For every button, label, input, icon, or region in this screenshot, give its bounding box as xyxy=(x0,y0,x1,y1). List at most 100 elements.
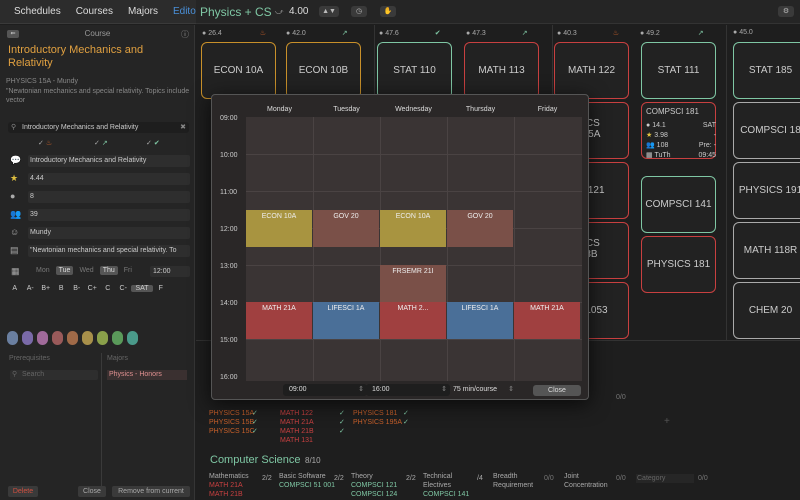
day-tue[interactable]: Tue xyxy=(55,266,74,275)
major-item[interactable]: Physics - Honors xyxy=(107,370,187,380)
grade-selector: A A- B+ B B- C+ C C- SAT F xyxy=(7,285,169,292)
prereq-search-input[interactable]: ⚲ Search xyxy=(10,370,98,380)
color-swatch[interactable] xyxy=(37,331,48,345)
schedule-event[interactable]: MATH 21A xyxy=(246,302,312,339)
course-card[interactable]: STAT 110 xyxy=(377,42,452,99)
color-swatch[interactable] xyxy=(112,331,123,345)
clock-button[interactable]: ◷ xyxy=(351,6,367,17)
grade-a-minus[interactable]: A- xyxy=(26,285,34,292)
category-new[interactable]: Category xyxy=(636,474,694,483)
time-field[interactable]: 12:00 xyxy=(150,266,190,277)
field-instructor[interactable]: ☺ Mundy xyxy=(8,227,190,239)
course-card[interactable]: STAT 111 xyxy=(641,42,716,99)
sort-button[interactable]: ▲▼ xyxy=(319,6,339,17)
field-description[interactable]: ▤ "Newtonian mechanics and special relati… xyxy=(8,245,190,257)
color-swatch[interactable] xyxy=(82,331,93,345)
divider xyxy=(101,353,102,493)
course-card[interactable]: STAT 185 xyxy=(733,42,800,99)
field-rating[interactable]: ★ 4.44 xyxy=(8,173,190,185)
schedule-event[interactable]: ECON 10A xyxy=(246,209,312,247)
schedule-event[interactable]: GOV 20 xyxy=(313,209,379,247)
category-count: 0/0 xyxy=(616,475,626,482)
semester-header-1: ● 26.4 ♨ xyxy=(202,30,267,37)
nav-editor[interactable]: Editor xyxy=(172,6,200,17)
grade-c-minus[interactable]: C- xyxy=(119,285,127,292)
grade-c-plus[interactable]: C+ xyxy=(87,285,97,292)
schedule-event[interactable]: LIFESCI 1A xyxy=(313,302,379,339)
schedule-event[interactable]: ECON 10A xyxy=(380,209,446,247)
gpa-value: 4.00 xyxy=(289,6,309,17)
schedule-event[interactable]: LIFESCI 1A xyxy=(447,302,513,339)
course-search-input[interactable]: ⚲ Introductory Mechanics and Relativity … xyxy=(8,122,189,133)
schedule-event[interactable]: GOV 20 xyxy=(447,209,513,247)
course-card[interactable]: MATH 122 xyxy=(554,42,629,99)
course-card[interactable]: COMPSCI 141 xyxy=(641,176,716,233)
end-time-field[interactable]: 16:00 ⇕ xyxy=(366,384,450,396)
course-detail-card[interactable]: COMPSCI 181 ● 14.1 SAT ★ 3.98 - 👥 108 Pr… xyxy=(641,102,716,159)
field-workload[interactable]: ● 8 xyxy=(8,191,190,203)
color-swatch[interactable] xyxy=(127,331,138,345)
grade-sat[interactable]: SAT xyxy=(131,285,153,292)
color-swatch[interactable] xyxy=(97,331,108,345)
back-button[interactable]: ⇐ xyxy=(7,30,19,38)
nav-majors[interactable]: Majors xyxy=(127,6,158,17)
clear-icon[interactable]: ✖ xyxy=(180,124,186,131)
category-joint: Joint Concentration xyxy=(564,473,608,489)
remove-from-current-button[interactable]: Remove from current xyxy=(112,486,190,497)
note-icon: ▤ xyxy=(10,245,19,255)
course-card[interactable]: ECON 10B xyxy=(286,42,361,99)
grid-line xyxy=(313,117,314,381)
modal-close-button[interactable]: Close xyxy=(533,385,581,396)
course-editor-sidebar: ⇐ Course ⓘ Introductory Mechanics and Re… xyxy=(0,25,195,500)
day-wed[interactable]: Wed xyxy=(79,267,94,274)
course-card[interactable]: ECON 10A xyxy=(201,42,276,99)
nav-schedules[interactable]: Schedules xyxy=(14,6,61,17)
grade-f[interactable]: F xyxy=(158,285,163,292)
course-card[interactable]: PHYSICS 181 xyxy=(641,236,716,293)
color-swatch[interactable] xyxy=(7,331,18,345)
grade-b[interactable]: B xyxy=(58,285,64,292)
color-swatch[interactable] xyxy=(67,331,78,345)
filter-check-3[interactable]: ✓ ✔ xyxy=(146,140,160,147)
field-enrollment[interactable]: 👥 39 xyxy=(8,209,190,221)
day-thu[interactable]: Thu xyxy=(99,266,118,275)
grid-line xyxy=(246,339,582,340)
day-mon[interactable]: Mon xyxy=(36,267,50,274)
search-value: Introductory Mechanics and Relativity xyxy=(22,124,139,131)
course-card[interactable]: PHYSICS 191 xyxy=(733,162,800,219)
grade-c[interactable]: C xyxy=(105,285,111,292)
star-icon: ★ xyxy=(10,173,19,183)
schedule-event[interactable]: MATH 21A xyxy=(514,302,580,339)
day-fri[interactable]: Fri xyxy=(123,267,132,274)
course-card[interactable]: CHEM 20 xyxy=(733,282,800,339)
hand-button[interactable]: ✋ xyxy=(380,6,396,17)
schedule-event[interactable]: MATH 2... xyxy=(380,302,446,339)
start-time-field[interactable]: 09:00 ⇕ xyxy=(283,384,367,396)
course-card[interactable]: MATH 118R xyxy=(733,222,800,279)
grade-b-plus[interactable]: B+ xyxy=(41,285,51,292)
filter-check-1[interactable]: ✓ ♨ xyxy=(38,140,53,147)
color-swatch[interactable] xyxy=(52,331,63,345)
hour-label: 09:00 xyxy=(220,115,238,122)
sidebar-header: Course xyxy=(84,29,111,38)
course-card[interactable]: COMPSCI 18 xyxy=(733,102,800,159)
plan-title[interactable]: Physics + CS xyxy=(200,5,272,19)
delete-button[interactable]: Delete xyxy=(8,486,38,497)
calendar-icon: ▦ xyxy=(11,266,20,276)
add-icon[interactable]: + xyxy=(664,416,670,427)
category-count: 2/2 xyxy=(406,475,416,482)
category-mathematics: Mathematics MATH 21A MATH 21B xyxy=(209,473,249,498)
filter-check-2[interactable]: ✓ ↗ xyxy=(94,140,108,147)
grade-b-minus[interactable]: B- xyxy=(73,285,81,292)
nav-courses[interactable]: Courses xyxy=(75,6,113,17)
color-swatch[interactable] xyxy=(22,331,33,345)
course-card[interactable]: MATH 113 xyxy=(464,42,539,99)
detail-title: COMPSCI 181 xyxy=(646,107,699,116)
settings-button[interactable]: ⚙ xyxy=(778,6,794,17)
day-header: Wednesday xyxy=(395,106,432,113)
interval-field[interactable]: 75 min/course ⇕ xyxy=(453,386,514,393)
close-button[interactable]: Close xyxy=(78,486,106,497)
info-icon[interactable]: ⓘ xyxy=(181,30,189,39)
grade-a[interactable]: A xyxy=(12,285,18,292)
field-name[interactable]: 💬 Introductory Mechanics and Relativity xyxy=(8,155,190,167)
